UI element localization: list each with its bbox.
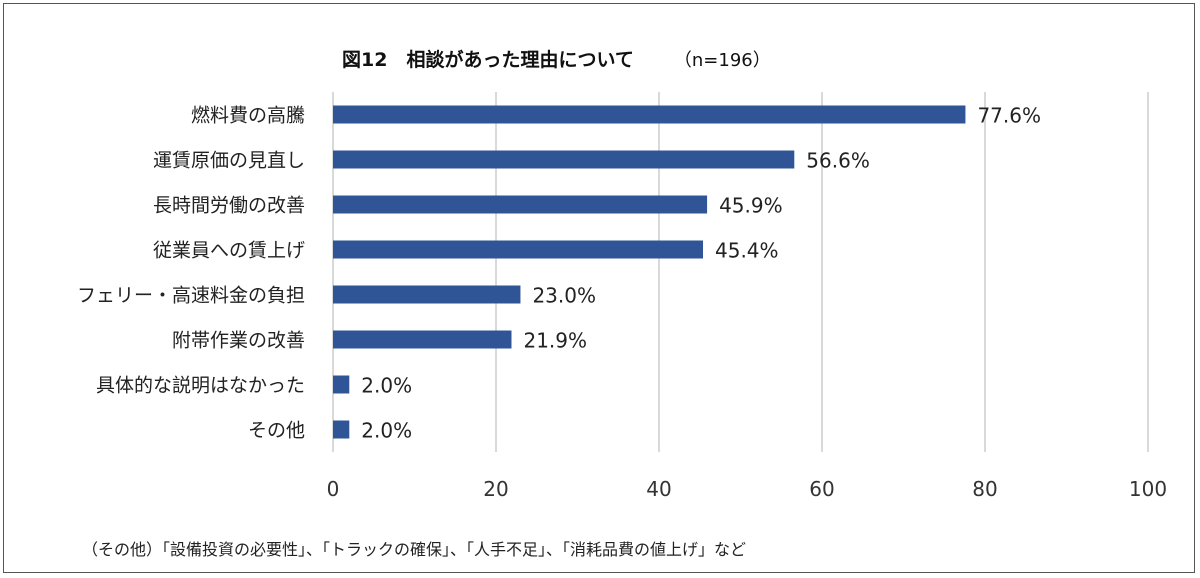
data-label: 23.0% <box>532 284 596 308</box>
bar <box>333 330 512 349</box>
x-tick-label: 80 <box>972 477 997 501</box>
category-label: 従業員への賃上げ <box>153 240 305 262</box>
category-label: フェリー・高速料金の負担 <box>77 285 305 307</box>
bar <box>333 420 350 439</box>
bar <box>333 195 708 214</box>
chart-title-text: 図12 相談があった理由について <box>342 49 634 71</box>
x-tick-label: 20 <box>483 477 508 501</box>
category-label: 燃料費の高騰 <box>191 105 305 127</box>
bar <box>333 150 795 169</box>
data-label: 77.6% <box>977 104 1041 128</box>
x-tick-label: 40 <box>646 477 671 501</box>
data-label: 2.0% <box>361 374 412 398</box>
bar <box>333 105 966 124</box>
category-label: 長時間労働の改善 <box>153 195 305 217</box>
category-label: その他 <box>248 420 305 442</box>
category-label: 運賃原価の見直し <box>153 150 305 172</box>
data-label: 21.9% <box>523 329 587 353</box>
data-label: 2.0% <box>361 419 412 443</box>
chart-frame <box>3 3 1195 573</box>
footnote: （その他）「設備投資の必要性」、「トラックの確保」、「人手不足」、「消耗品費の値… <box>82 540 747 559</box>
data-label: 56.6% <box>806 149 870 173</box>
bar <box>333 285 521 304</box>
x-tick-label: 100 <box>1129 477 1167 501</box>
sample-size: （n=196） <box>673 50 771 71</box>
chart-title: 図12 相談があった理由について （n=196） <box>342 45 771 72</box>
x-tick-label: 0 <box>327 477 340 501</box>
category-label: 具体的な説明はなかった <box>96 375 305 397</box>
bar <box>333 240 704 259</box>
x-tick-label: 60 <box>809 477 834 501</box>
category-label: 附帯作業の改善 <box>172 330 305 352</box>
data-label: 45.4% <box>715 239 779 263</box>
data-label: 45.9% <box>719 194 783 218</box>
bar <box>333 375 350 394</box>
